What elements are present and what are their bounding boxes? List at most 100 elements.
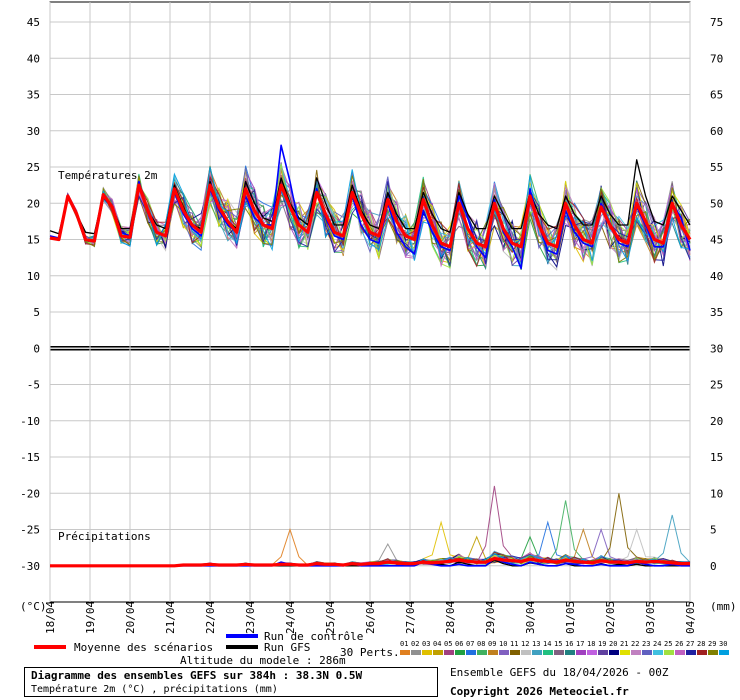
left-tick-label: 30 [27, 125, 40, 138]
member-color-swatch [510, 650, 520, 655]
temperature-section-label: Températures 2m [58, 169, 158, 182]
member-color-swatch [653, 650, 663, 655]
right-tick-label: 60 [710, 125, 723, 138]
left-tick-label: 15 [27, 234, 40, 247]
copyright: Copyright 2026 Meteociel.fr [450, 685, 629, 698]
member-color-swatch [609, 650, 619, 655]
member-number: 30 [719, 640, 728, 648]
x-tick-label: 03/05 [644, 601, 657, 634]
left-tick-label: 25 [27, 161, 40, 174]
member-color-swatch [675, 650, 685, 655]
member-color-swatch [719, 650, 729, 655]
right-tick-label: 45 [710, 234, 723, 247]
temperature-gfs-line [49, 159, 691, 235]
member-color-swatch [642, 650, 652, 655]
control-legend-swatch [226, 634, 258, 638]
right-tick-label: 25 [710, 379, 723, 392]
temperature-mean-line [49, 183, 692, 249]
x-tick-label: 25/04 [324, 601, 337, 634]
member-number: 07 [466, 640, 475, 648]
x-tick-label: 02/05 [604, 601, 617, 634]
member-color-swatch [620, 650, 630, 655]
x-tick-label: 18/04 [44, 601, 57, 634]
altitude-label: Altitude du modele : 286m [180, 654, 346, 667]
member-number: 03 [422, 640, 431, 648]
member-color-swatch [422, 650, 432, 655]
left-tick-label: -15 [20, 451, 40, 464]
member-number: 06 [455, 640, 464, 648]
member-number: 09 [488, 640, 497, 648]
member-color-swatch [587, 650, 597, 655]
member-number: 02 [411, 640, 420, 648]
right-tick-label: 35 [710, 306, 723, 319]
member-number: 23 [642, 640, 651, 648]
x-axis-labels: 18/04 19/04 20/04 21/04 22/04 23/04 24/04 25/04… [44, 601, 697, 634]
right-tick-label: 65 [710, 89, 723, 102]
member-number: 01 [400, 640, 409, 648]
x-tick-label: 20/04 [124, 601, 137, 634]
grid [49, 1, 691, 603]
member-color-swatch [697, 650, 707, 655]
x-tick-label: 26/04 [364, 601, 377, 634]
x-tick-label: 27/04 [404, 601, 417, 634]
temperature-member-line [49, 166, 691, 263]
right-tick-label: 5 [710, 524, 717, 537]
member-number: 26 [675, 640, 684, 648]
left-tick-label: 0 [33, 342, 40, 355]
member-number: 10 [499, 640, 508, 648]
left-axis-ticks: 45 40 35 30 25 20 15 10 5 0 -5 -10 -15 -20 -25 -30 [20, 16, 40, 573]
mean-legend-swatch [34, 645, 66, 649]
precipitation-mean-line [50, 556, 690, 568]
member-color-swatch [532, 650, 542, 655]
member-number: 29 [708, 640, 717, 648]
member-number: 25 [664, 640, 673, 648]
member-color-swatch [433, 650, 443, 655]
left-tick-label: 5 [33, 306, 40, 319]
main-series [49, 144, 692, 568]
member-number: 18 [587, 640, 596, 648]
right-tick-label: 55 [710, 161, 723, 174]
x-tick-label: 04/05 [684, 601, 697, 634]
member-number: 16 [565, 640, 574, 648]
footer-subtitle: Température 2m (°C) , précipitations (mm… [31, 684, 278, 695]
member-number: 22 [631, 640, 640, 648]
member-number: 17 [576, 640, 585, 648]
right-tick-label: 20 [710, 415, 723, 428]
right-tick-label: 30 [710, 342, 723, 355]
member-color-swatch [400, 650, 410, 655]
member-number: 19 [598, 640, 607, 648]
member-number: 21 [620, 640, 629, 648]
member-color-swatch [664, 650, 674, 655]
temperature-member-line [49, 165, 691, 264]
gfs-legend-swatch [226, 645, 258, 649]
left-tick-label: -30 [20, 560, 40, 573]
right-tick-label: 50 [710, 197, 723, 210]
x-tick-label: 01/05 [564, 601, 577, 634]
control-legend-label: Run de contrôle [264, 630, 364, 643]
member-color-swatch [686, 650, 696, 655]
run-info: Ensemble GEFS du 18/04/2026 - 00Z [450, 666, 669, 679]
member-color-swatch [499, 650, 509, 655]
x-tick-label: 23/04 [244, 601, 257, 634]
member-color-swatch [631, 650, 641, 655]
left-axis-unit: (°C) [20, 600, 47, 613]
member-color-swatch [708, 650, 718, 655]
x-tick-label: 21/04 [164, 601, 177, 634]
mean-legend-label: Moyenne des scénarios [74, 641, 214, 654]
x-tick-label: 22/04 [204, 601, 217, 634]
right-tick-label: 75 [710, 16, 723, 29]
member-color-swatch [455, 650, 465, 655]
member-color-swatch [477, 650, 487, 655]
member-color-swatch [488, 650, 498, 655]
left-tick-label: 40 [27, 52, 40, 65]
member-number: 05 [444, 640, 453, 648]
left-tick-label: 35 [27, 89, 40, 102]
member-number: 13 [532, 640, 541, 648]
member-color-swatch [521, 650, 531, 655]
member-number: 28 [697, 640, 706, 648]
footer-box: Diagramme des ensembles GEFS sur 384h : … [24, 667, 438, 697]
left-tick-label: -5 [27, 379, 40, 392]
right-tick-label: 0 [710, 560, 717, 573]
